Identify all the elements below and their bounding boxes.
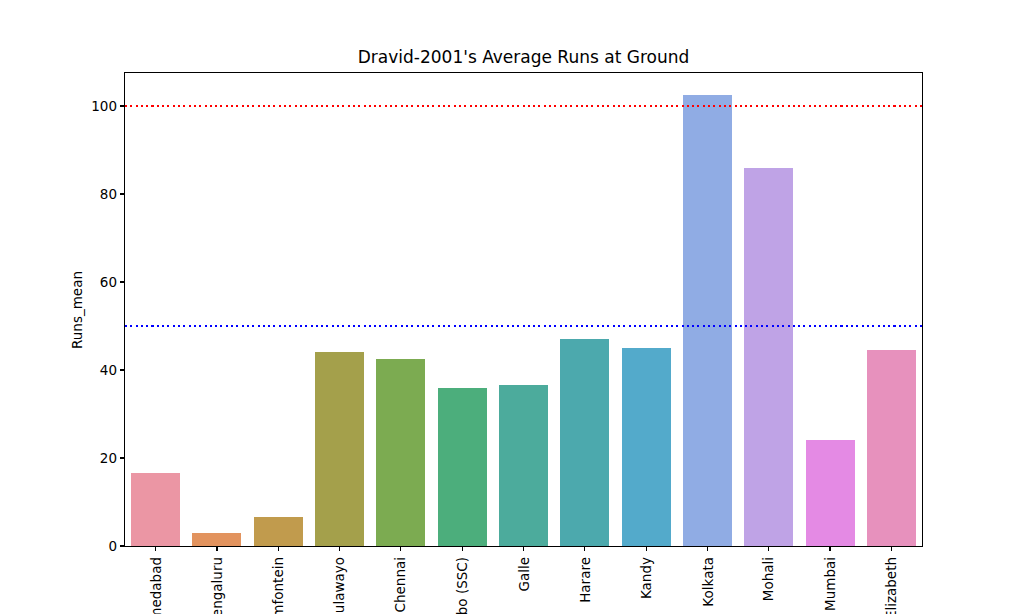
y-tick-mark xyxy=(120,105,124,106)
x-tick-mark xyxy=(155,547,156,551)
bar-chennai xyxy=(376,359,425,546)
x-tick-mark xyxy=(462,547,463,551)
bar-ahmedabad xyxy=(131,473,180,546)
bar-bulawayo xyxy=(315,352,364,546)
bar-mohali xyxy=(744,168,793,546)
bar-kolkata xyxy=(683,95,732,546)
reference-line-50 xyxy=(125,325,922,327)
x-tick-label-text: Ahmedabad xyxy=(148,557,164,614)
x-tick-label-text: Galle xyxy=(516,557,532,592)
bar-colombo-ssc- xyxy=(438,388,487,546)
x-tick-label-text: Bengaluru xyxy=(209,557,225,614)
y-tick-mark xyxy=(120,369,124,370)
bar-galle xyxy=(499,385,548,546)
y-tick-label: 100 xyxy=(0,99,117,114)
bar-mumbai xyxy=(806,440,855,546)
x-tick-mark xyxy=(707,547,708,551)
chart-title: Dravid-2001's Average Runs at Ground xyxy=(125,47,922,67)
y-tick-label: 20 xyxy=(0,451,117,466)
bar-chart-figure: Dravid-2001's Average Runs at Ground Run… xyxy=(0,0,1023,614)
y-tick-label: 80 xyxy=(0,187,117,202)
x-tick-mark xyxy=(523,547,524,551)
x-tick-label-text: Colombo (SSC) xyxy=(454,557,470,614)
y-tick-mark xyxy=(120,281,124,282)
y-tick-mark xyxy=(120,457,124,458)
x-tick-label-text: Kolkata xyxy=(699,557,715,607)
x-tick-label-text: Mohali xyxy=(761,557,777,601)
x-tick-mark xyxy=(339,547,340,551)
y-tick-label: 0 xyxy=(0,539,117,554)
x-tick-mark xyxy=(646,547,647,551)
y-tick-mark xyxy=(120,193,124,194)
x-tick-label-text: Kandy xyxy=(638,557,654,599)
y-tick-mark xyxy=(120,545,124,546)
x-tick-label-text: Harare xyxy=(577,557,593,603)
bar-kandy xyxy=(622,348,671,546)
x-tick-mark xyxy=(768,547,769,551)
x-tick-mark xyxy=(891,547,892,551)
y-tick-label: 40 xyxy=(0,363,117,378)
reference-line-100 xyxy=(125,105,922,107)
x-tick-label-text: Port Elizabeth xyxy=(883,557,899,614)
x-tick-label-text: Bloemfontein xyxy=(270,557,286,614)
bar-port-elizabeth xyxy=(867,350,916,546)
y-tick-label: 60 xyxy=(0,275,117,290)
x-tick-mark xyxy=(400,547,401,551)
x-tick-label-text: Mumbai xyxy=(822,557,838,611)
x-tick-mark xyxy=(216,547,217,551)
bar-bengaluru xyxy=(192,533,241,546)
x-tick-label-text: Bulawayo xyxy=(332,557,348,614)
x-tick-mark xyxy=(278,547,279,551)
bar-bloemfontein xyxy=(254,517,303,546)
x-tick-label-text: Chennai xyxy=(393,557,409,612)
bar-harare xyxy=(560,339,609,546)
x-tick-mark xyxy=(829,547,830,551)
x-tick-mark xyxy=(584,547,585,551)
